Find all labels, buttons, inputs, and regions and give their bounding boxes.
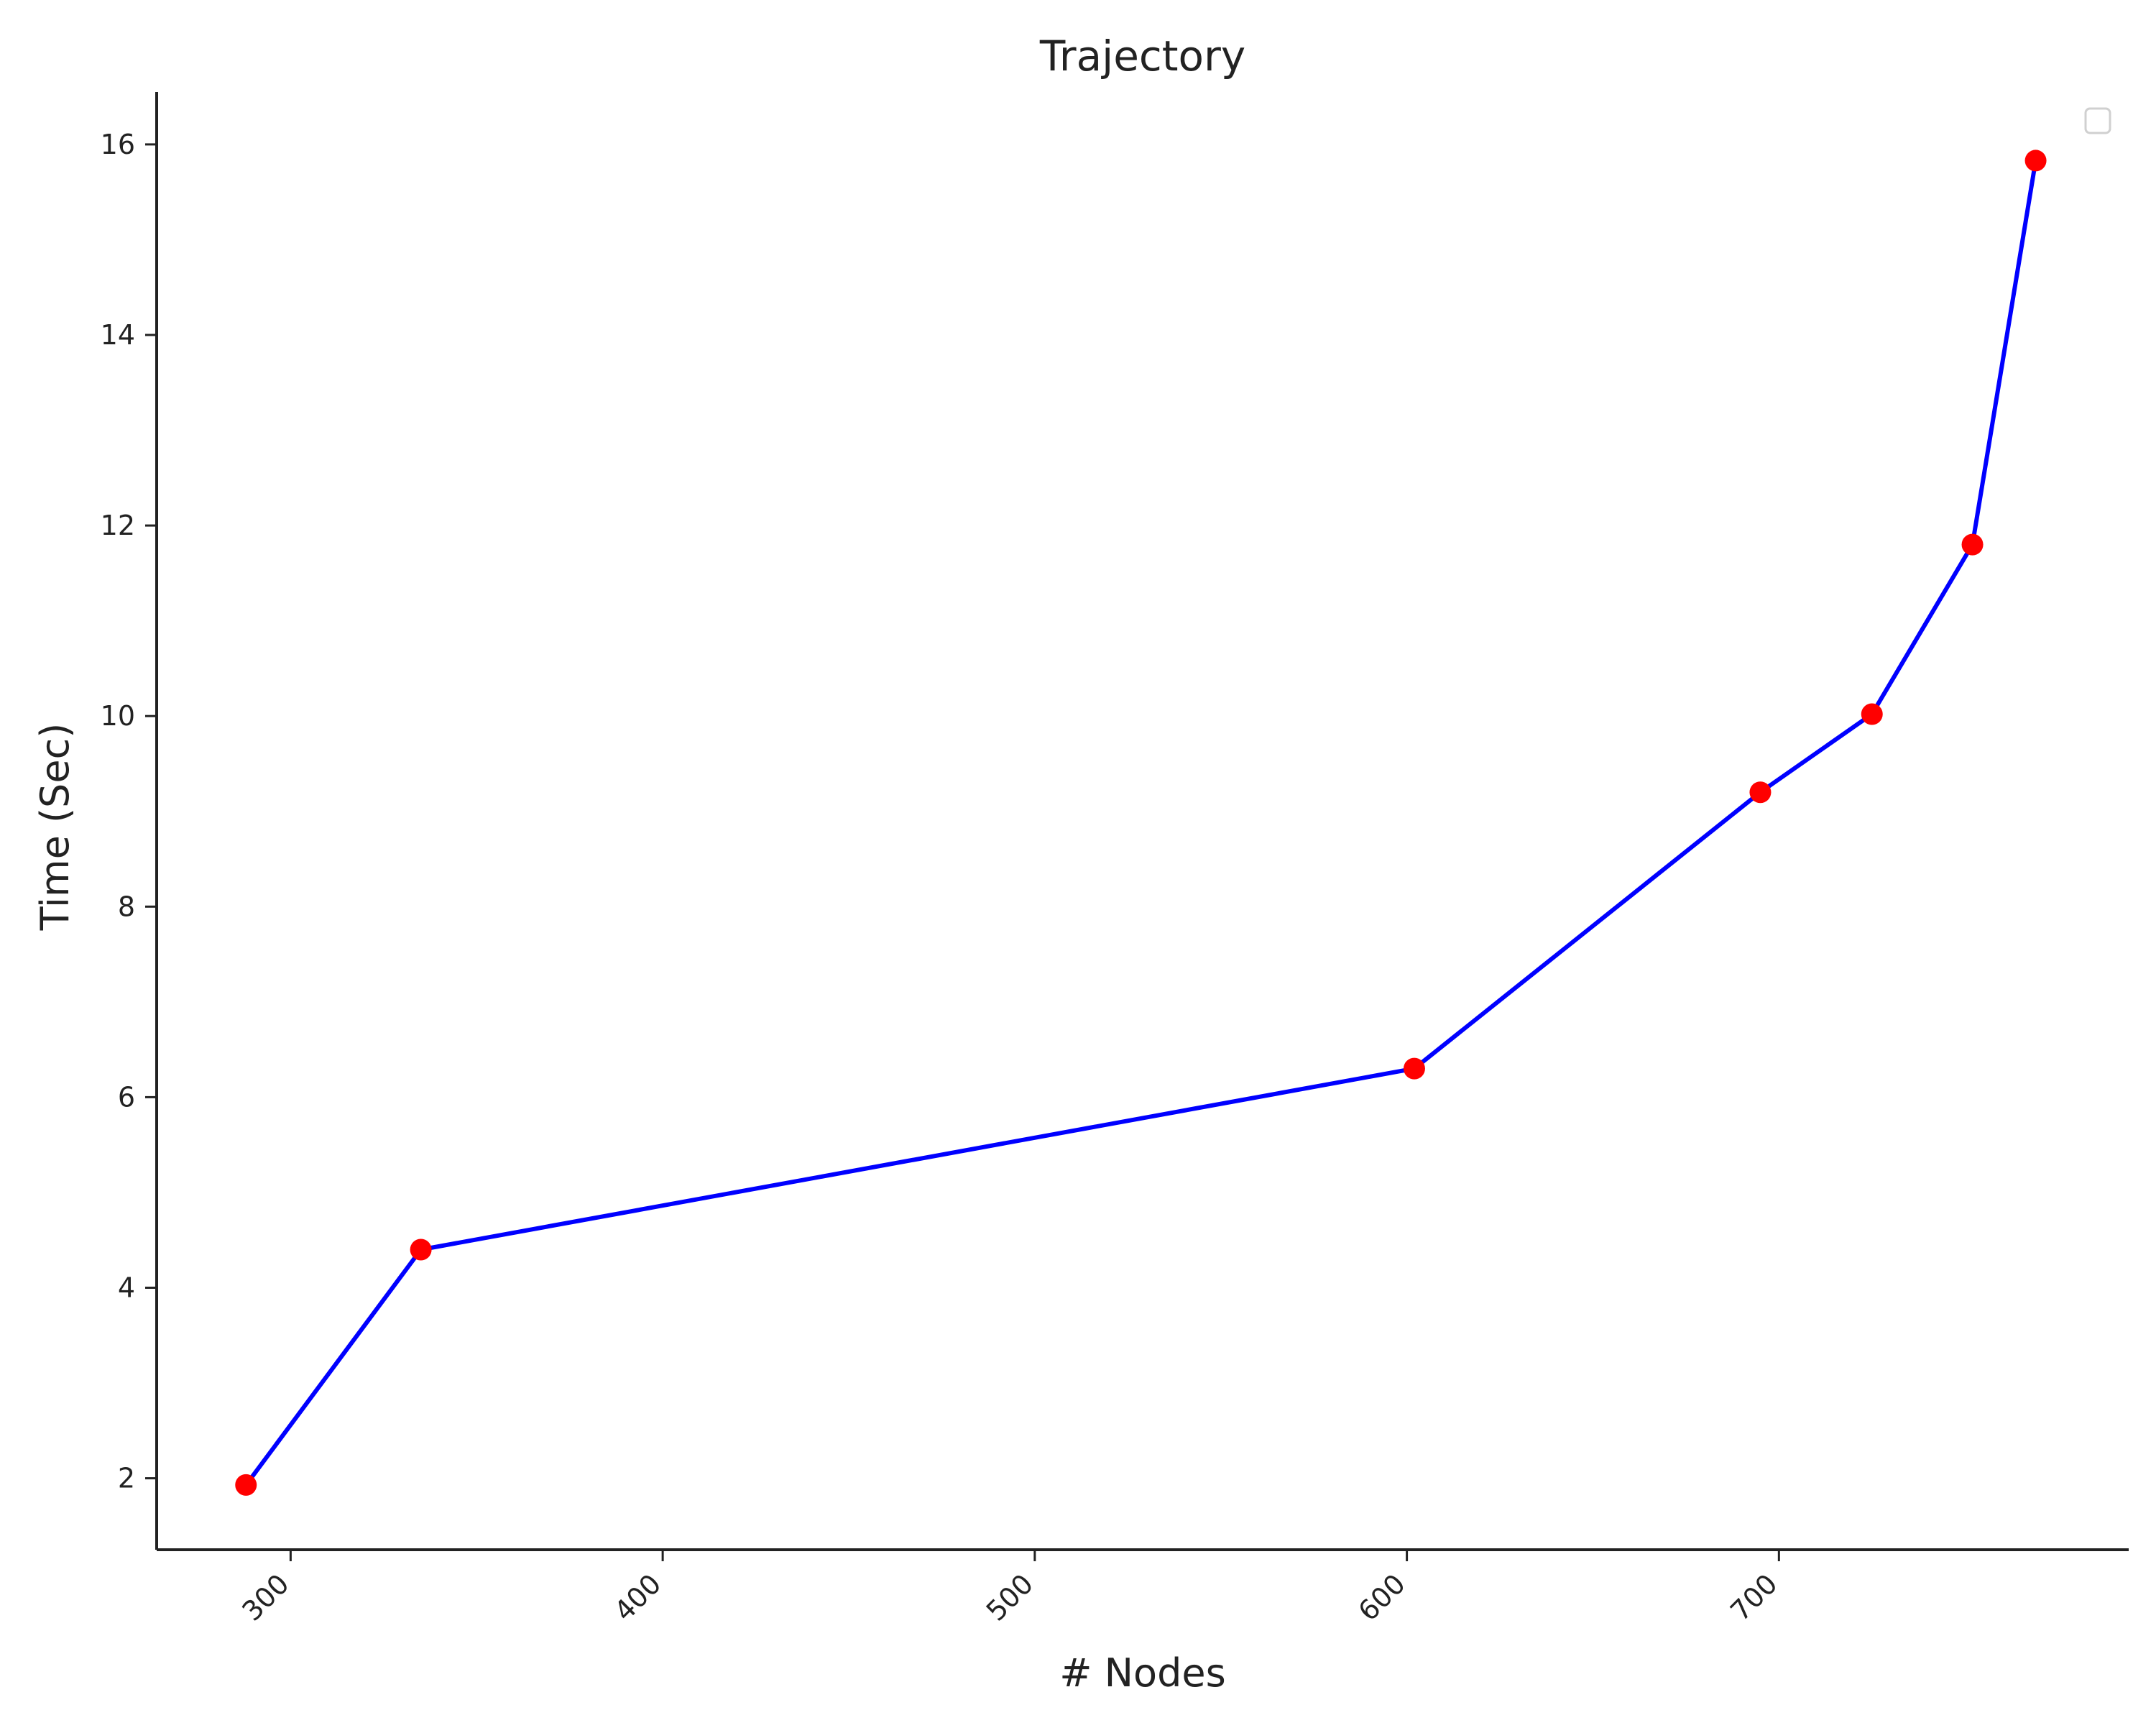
plot-area: 2 4 6 8 10 12 14 16 300 400 500 600 700 <box>101 92 2129 1627</box>
data-point <box>235 1474 257 1496</box>
x-tick-label: 700 <box>1724 1568 1783 1627</box>
x-tick-label: 300 <box>236 1568 295 1627</box>
legend-box <box>2084 107 2111 134</box>
data-point <box>2024 150 2047 172</box>
y-tick-label: 10 <box>101 700 135 732</box>
data-point <box>1403 1057 1425 1080</box>
y-tick-label: 4 <box>118 1272 135 1303</box>
data-point <box>410 1238 432 1261</box>
y-tick-label: 8 <box>118 891 135 922</box>
x-tick-label: 600 <box>1353 1568 1411 1627</box>
y-axis-label: Time (Sec) <box>32 723 78 932</box>
x-tick-label: 500 <box>980 1568 1039 1627</box>
chart-title: Trajectory <box>1039 32 1245 81</box>
y-tick-label: 12 <box>101 510 135 541</box>
series-line <box>244 158 2038 1487</box>
x-axis-label: # Nodes <box>1059 1650 1225 1696</box>
data-point <box>1861 703 1883 725</box>
y-tick-label: 6 <box>118 1081 135 1113</box>
y-tick-label: 14 <box>101 319 135 351</box>
data-point <box>1749 781 1772 804</box>
x-tick-label: 400 <box>608 1568 667 1627</box>
y-tick-label: 16 <box>101 129 135 160</box>
data-point <box>1961 533 1984 556</box>
y-tick-label: 2 <box>118 1463 135 1494</box>
